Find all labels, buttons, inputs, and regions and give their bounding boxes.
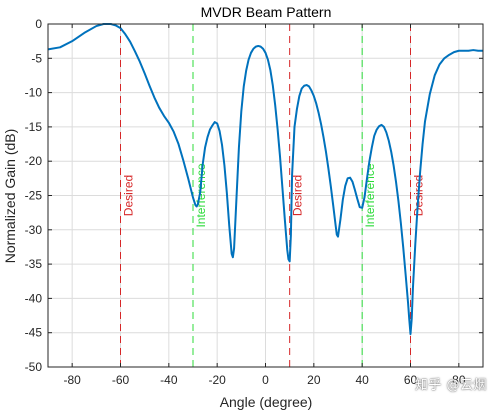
- y-tick-label: 0: [35, 17, 42, 31]
- beam-pattern-line: [47, 23, 483, 336]
- watermark: 知乎 @云烟: [414, 378, 487, 393]
- y-tick-label: -45: [25, 326, 43, 340]
- x-tick-label: 40: [355, 373, 369, 387]
- x-tick-label: -80: [63, 373, 81, 387]
- angle-markers: Desired Interference Desired Interference De…: [120, 24, 426, 367]
- y-tick-label: -50: [25, 360, 43, 374]
- x-tick-label: 20: [307, 373, 321, 387]
- x-tick-label: 60: [404, 373, 418, 387]
- y-tick-label: -40: [25, 291, 43, 305]
- x-tick-label: 0: [262, 373, 269, 387]
- y-axis-label: Normalized Gain (dB): [2, 129, 18, 264]
- y-tick-label: -30: [25, 223, 43, 237]
- y-tick-label: -35: [25, 257, 43, 271]
- marker-label: Interference: [194, 163, 208, 227]
- axis-ticks: -80 -60 -40 -20 0 20 40 60 80 0 -5 -10 -15 -20 -25 -30 -…: [25, 17, 483, 387]
- y-tick-label: -15: [25, 120, 43, 134]
- x-tick-label: -20: [208, 373, 226, 387]
- x-tick-label: 80: [452, 373, 466, 387]
- y-tick-label: -5: [31, 51, 42, 65]
- x-axis-label: Angle (degree): [220, 394, 313, 410]
- x-tick-label: -60: [112, 373, 130, 387]
- x-tick-label: -40: [160, 373, 178, 387]
- marker-label: Desired: [291, 175, 305, 216]
- series: [47, 23, 483, 336]
- y-tick-label: -10: [25, 86, 43, 100]
- marker-label: Desired: [122, 175, 136, 216]
- y-tick-label: -20: [25, 154, 43, 168]
- y-tick-label: -25: [25, 189, 43, 203]
- chart-title: MVDR Beam Pattern: [201, 4, 332, 20]
